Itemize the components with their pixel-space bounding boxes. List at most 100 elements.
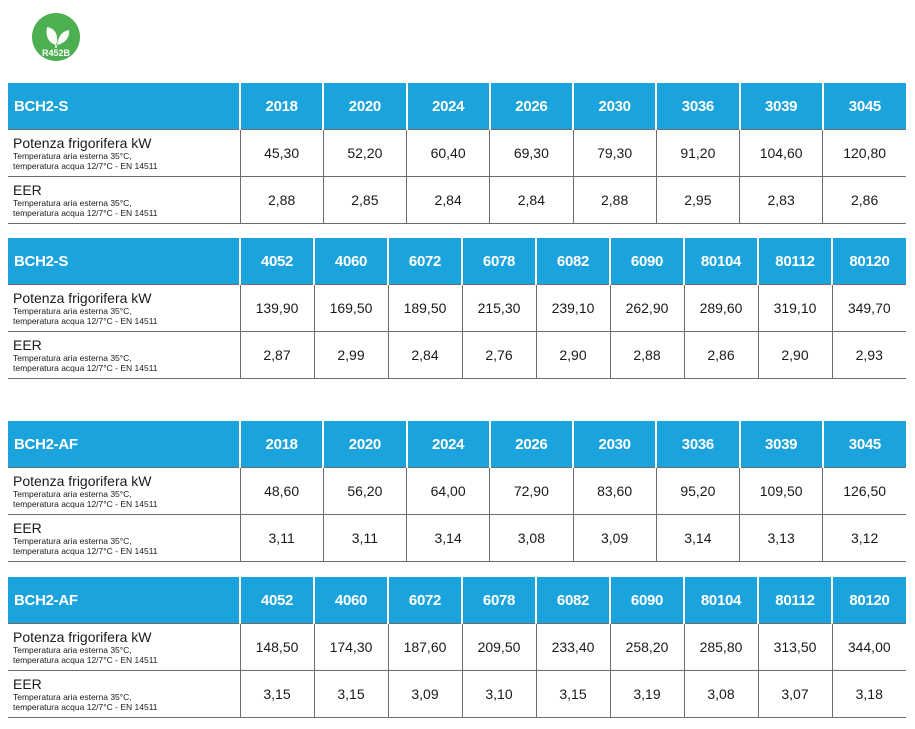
table-cell: 3,11 bbox=[322, 514, 407, 562]
model-header: 4060 bbox=[313, 577, 388, 624]
table-cell: 3,19 bbox=[609, 670, 684, 718]
model-header: 6082 bbox=[535, 577, 610, 624]
table-cell: 3,11 bbox=[239, 514, 324, 562]
table-row-potenza: Potenza frigorifera kW Temperatura aria … bbox=[8, 129, 906, 177]
table-cell: 60,40 bbox=[405, 129, 490, 177]
row-title: EER bbox=[13, 181, 42, 198]
model-header: 3036 bbox=[655, 421, 740, 468]
table-cell: 289,60 bbox=[683, 284, 758, 332]
table-cell: 285,80 bbox=[683, 623, 758, 671]
row-label: EER Temperatura aria esterna 35°C, tempe… bbox=[8, 670, 240, 718]
row-condition: Temperatura aria esterna 35°C, bbox=[13, 488, 132, 499]
table-cell: 2,86 bbox=[822, 176, 906, 224]
model-header: 6072 bbox=[387, 577, 462, 624]
model-header: 3039 bbox=[738, 421, 823, 468]
row-title: EER bbox=[13, 675, 42, 692]
row-title: Potenza frigorifera kW bbox=[13, 289, 152, 306]
table-cell: 2,93 bbox=[831, 331, 906, 379]
model-header: 2030 bbox=[571, 83, 657, 130]
model-header: 6072 bbox=[387, 238, 462, 285]
model-header: 3045 bbox=[821, 421, 906, 468]
row-condition: Temperatura aria esterna 35°C, bbox=[13, 305, 132, 316]
model-header: 2024 bbox=[405, 83, 490, 130]
table-cell: 3,14 bbox=[405, 514, 490, 562]
row-condition: temperatura acqua 12/7°C - EN 14511 bbox=[13, 654, 158, 665]
model-header: 2026 bbox=[488, 83, 573, 130]
table-cell: 189,50 bbox=[387, 284, 462, 332]
row-condition: temperatura acqua 12/7°C - EN 14511 bbox=[13, 207, 158, 218]
row-condition: Temperatura aria esterna 35°C, bbox=[13, 644, 132, 655]
row-condition: temperatura acqua 12/7°C - EN 14511 bbox=[13, 701, 158, 712]
table-row-eer: EER Temperatura aria esterna 35°C, tempe… bbox=[8, 670, 906, 718]
row-condition: Temperatura aria esterna 35°C, bbox=[13, 197, 132, 208]
model-header: 80104 bbox=[683, 577, 758, 624]
model-header: 6090 bbox=[609, 238, 684, 285]
table-cell: 109,50 bbox=[738, 467, 823, 515]
row-label: EER Temperatura aria esterna 35°C, tempe… bbox=[8, 176, 240, 224]
table-cell: 2,99 bbox=[313, 331, 388, 379]
row-condition: temperatura acqua 12/7°C - EN 14511 bbox=[13, 498, 158, 509]
row-title: EER bbox=[13, 336, 42, 353]
table-cell: 2,86 bbox=[683, 331, 758, 379]
row-title: Potenza frigorifera kW bbox=[13, 472, 152, 489]
row-condition: Temperatura aria esterna 35°C, bbox=[13, 691, 132, 702]
table-header-row: BCH2-AF 2018 2020 2024 2026 2030 3036 30… bbox=[8, 421, 906, 468]
row-title: EER bbox=[13, 519, 42, 536]
table-cell: 2,83 bbox=[738, 176, 823, 224]
series-name: BCH2-S bbox=[8, 238, 240, 285]
table-cell: 69,30 bbox=[489, 129, 573, 177]
table-cell: 2,90 bbox=[757, 331, 832, 379]
row-condition: Temperatura aria esterna 35°C, bbox=[13, 150, 132, 161]
row-label: Potenza frigorifera kW Temperatura aria … bbox=[8, 467, 240, 515]
model-header: 3039 bbox=[738, 83, 823, 130]
table-cell: 2,88 bbox=[572, 176, 657, 224]
row-condition: temperatura acqua 12/7°C - EN 14511 bbox=[13, 545, 158, 556]
model-header: 6078 bbox=[461, 238, 536, 285]
table-cell: 3,15 bbox=[535, 670, 610, 718]
series-name: BCH2-AF bbox=[8, 421, 240, 468]
model-header: 2018 bbox=[238, 83, 324, 130]
table-cell: 45,30 bbox=[239, 129, 324, 177]
table-cell: 258,20 bbox=[609, 623, 684, 671]
table-cell: 72,90 bbox=[489, 467, 573, 515]
table-cell: 319,10 bbox=[757, 284, 832, 332]
table-cell: 104,60 bbox=[738, 129, 823, 177]
table-cell: 56,20 bbox=[322, 467, 407, 515]
table-cell: 79,30 bbox=[572, 129, 657, 177]
model-header: 4052 bbox=[239, 238, 314, 285]
table-cell: 139,90 bbox=[239, 284, 314, 332]
table-cell: 3,12 bbox=[822, 514, 906, 562]
row-condition: temperatura acqua 12/7°C - EN 14511 bbox=[13, 160, 158, 171]
row-title: Potenza frigorifera kW bbox=[13, 134, 152, 151]
badge-text: R452B bbox=[42, 48, 71, 58]
table-cell: 262,90 bbox=[609, 284, 684, 332]
table-cell: 2,87 bbox=[239, 331, 314, 379]
row-condition: Temperatura aria esterna 35°C, bbox=[13, 535, 132, 546]
table-cell: 3,08 bbox=[683, 670, 758, 718]
table-bch2-af-small: BCH2-AF 2018 2020 2024 2026 2030 3036 30… bbox=[8, 421, 906, 562]
table-bch2-s-small: BCH2-S 2018 2020 2024 2026 2030 3036 303… bbox=[8, 83, 906, 224]
table-cell: 169,50 bbox=[313, 284, 388, 332]
row-label: Potenza frigorifera kW Temperatura aria … bbox=[8, 623, 240, 671]
model-header: 80112 bbox=[757, 577, 832, 624]
table-cell: 3,13 bbox=[738, 514, 823, 562]
table-cell: 3,07 bbox=[757, 670, 832, 718]
table-cell: 95,20 bbox=[655, 467, 740, 515]
table-row-potenza: Potenza frigorifera kW Temperatura aria … bbox=[8, 623, 906, 671]
series-name: BCH2-S bbox=[8, 83, 240, 130]
model-header: 6090 bbox=[609, 577, 684, 624]
row-condition: temperatura acqua 12/7°C - EN 14511 bbox=[13, 362, 158, 373]
table-cell: 3,09 bbox=[572, 514, 657, 562]
row-title: Potenza frigorifera kW bbox=[13, 628, 152, 645]
model-header: 80120 bbox=[831, 577, 906, 624]
table-cell: 2,84 bbox=[405, 176, 490, 224]
table-cell: 3,08 bbox=[489, 514, 573, 562]
row-label: EER Temperatura aria esterna 35°C, tempe… bbox=[8, 514, 240, 562]
table-header-row: BCH2-S 4052 4060 6072 6078 6082 6090 801… bbox=[8, 238, 906, 285]
table-row-potenza: Potenza frigorifera kW Temperatura aria … bbox=[8, 284, 906, 332]
table-cell: 91,20 bbox=[655, 129, 740, 177]
table-cell: 313,50 bbox=[757, 623, 832, 671]
table-cell: 187,60 bbox=[387, 623, 462, 671]
table-cell: 209,50 bbox=[461, 623, 536, 671]
table-cell: 2,88 bbox=[609, 331, 684, 379]
